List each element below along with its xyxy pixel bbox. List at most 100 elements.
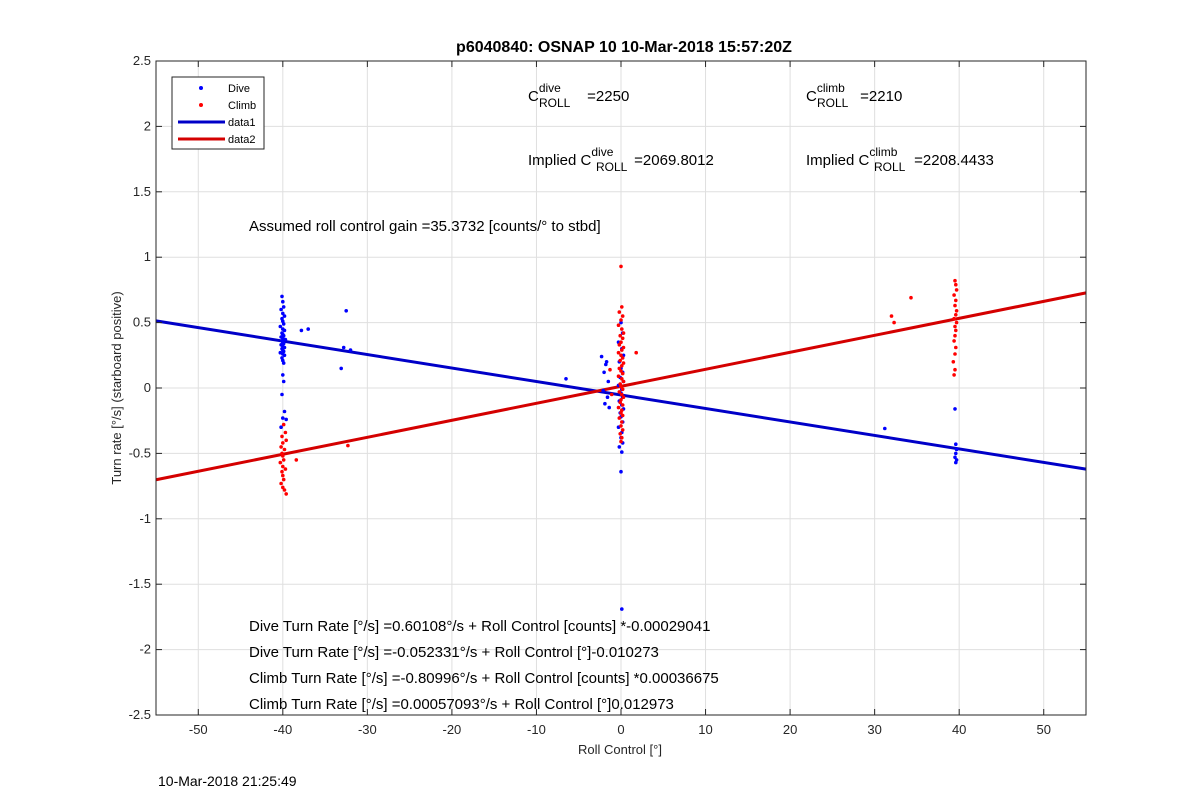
point-dive xyxy=(344,309,349,313)
y-tick-label: 1.5 xyxy=(133,184,151,199)
point-climb xyxy=(618,432,622,436)
x-axis-label: Roll Control [°] xyxy=(578,742,662,757)
point-dive xyxy=(282,314,287,318)
y-tick-label: -2.5 xyxy=(129,707,151,722)
point-climb xyxy=(619,424,623,428)
x-tick-label: -30 xyxy=(358,722,377,737)
point-climb xyxy=(952,373,956,377)
point-climb xyxy=(954,298,958,303)
point-dive xyxy=(284,417,289,422)
point-dive xyxy=(954,451,958,456)
point-dive xyxy=(281,299,285,304)
y-tick-label: 2 xyxy=(144,118,151,133)
x-tick-label: -50 xyxy=(189,722,208,737)
point-climb xyxy=(278,460,283,465)
point-dive xyxy=(279,425,283,430)
point-dive xyxy=(281,416,285,420)
point-climb xyxy=(954,309,959,313)
point-climb xyxy=(619,340,623,345)
point-climb xyxy=(954,328,958,333)
point-dive xyxy=(279,307,283,312)
point-climb xyxy=(953,303,957,308)
point-dive xyxy=(607,405,611,410)
chart-title: p6040840: OSNAP 10 10-Mar-2018 15:57:20Z xyxy=(456,39,792,56)
y-axis-label: Turn rate [°/s] (starboard positive) xyxy=(109,291,124,484)
x-tick-label: 30 xyxy=(867,722,881,737)
fit-annotation-2: Dive Turn Rate [°/s] =-0.052331°/s + Rol… xyxy=(249,644,659,661)
point-dive xyxy=(599,354,604,359)
point-dive xyxy=(306,327,311,331)
point-climb xyxy=(620,348,624,352)
roll-gain-annotation: Assumed roll control gain =35.3732 [coun… xyxy=(249,218,601,235)
point-dive xyxy=(280,392,284,397)
y-tick-label: -1.5 xyxy=(129,576,151,591)
x-tick-label: -20 xyxy=(443,722,462,737)
point-dive xyxy=(341,345,346,350)
chart-canvas: -50 -40 -30 -20 -10 0 10 20 30 40 50 -2.5-2-1.5-1-… xyxy=(109,39,1087,757)
point-climb xyxy=(620,420,624,424)
point-climb xyxy=(621,395,626,400)
point-climb xyxy=(889,314,894,318)
point-climb xyxy=(620,356,625,360)
point-climb xyxy=(281,454,285,458)
point-climb xyxy=(616,405,621,410)
point-dive xyxy=(954,460,958,465)
point-climb xyxy=(619,384,623,389)
point-dive xyxy=(604,360,609,364)
point-dive xyxy=(281,361,286,365)
point-climb xyxy=(619,411,623,415)
x-axis-ticks: -50 -40 -30 -20 -10 0 10 20 30 40 50 xyxy=(189,61,1051,737)
point-dive xyxy=(281,373,285,377)
point-climb xyxy=(281,473,285,478)
point-dive xyxy=(280,294,284,299)
legend-box xyxy=(171,76,265,150)
point-climb xyxy=(281,441,285,445)
point-climb xyxy=(617,310,622,314)
y-tick-label: -0.5 xyxy=(129,445,151,460)
point-climb xyxy=(953,333,957,338)
y-tick-label: 1 xyxy=(144,249,151,264)
y-tick-label: 2.5 xyxy=(133,53,151,68)
point-dive xyxy=(619,320,623,325)
point-climb xyxy=(281,458,286,462)
point-climb xyxy=(280,434,284,439)
legend-dive-label: Dive xyxy=(228,83,250,95)
point-climb xyxy=(281,464,285,469)
point-climb xyxy=(952,339,956,343)
point-climb xyxy=(620,305,624,309)
point-climb xyxy=(616,374,621,379)
point-climb xyxy=(618,333,622,338)
x-tick-label: 10 xyxy=(698,722,712,737)
point-climb xyxy=(617,416,622,420)
point-climb xyxy=(621,361,626,365)
point-climb xyxy=(618,400,622,405)
point-dive xyxy=(619,469,623,474)
point-dive xyxy=(603,401,607,406)
point-climb xyxy=(620,387,625,392)
point-climb xyxy=(909,295,913,300)
legend: Dive Climb data1 data2 xyxy=(171,76,265,150)
point-climb xyxy=(616,350,621,355)
point-climb xyxy=(284,492,289,496)
point-dive xyxy=(282,328,287,333)
point-climb xyxy=(621,331,626,335)
point-climb xyxy=(620,408,624,413)
point-dive xyxy=(606,379,611,384)
c-roll-climb-annotation: Cclimb ROLL =2210 xyxy=(806,81,902,110)
point-dive xyxy=(953,455,957,460)
point-dive xyxy=(282,409,287,414)
point-climb xyxy=(953,278,957,283)
point-climb xyxy=(617,366,622,371)
y-tick-label: -1 xyxy=(139,511,151,526)
legend-data1-label: data1 xyxy=(228,117,256,129)
point-climb xyxy=(283,467,288,471)
y-axis-ticks: -2.5 -2 -1.5 -1 -0.5 0 0.5 1 1.5 2 2.5 xyxy=(129,53,1086,722)
legend-climb-label: Climb xyxy=(228,100,256,112)
point-climb xyxy=(953,324,957,329)
point-climb xyxy=(284,438,289,443)
point-climb xyxy=(294,458,299,462)
data-points xyxy=(278,264,959,611)
point-dive xyxy=(283,337,288,342)
point-climb xyxy=(954,282,958,287)
point-dive xyxy=(281,305,286,309)
